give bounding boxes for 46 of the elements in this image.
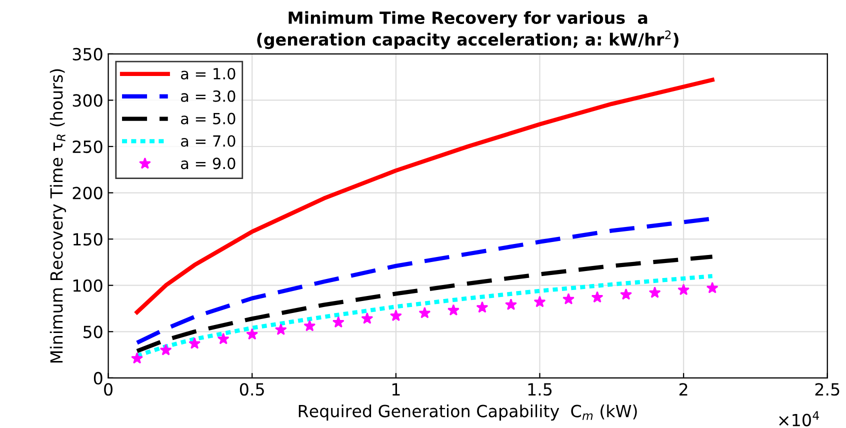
legend-label: a = 5.0 xyxy=(181,112,236,124)
line-series xyxy=(134,254,714,354)
y-tick-label: 50 xyxy=(84,326,102,338)
x-axis-title: Required Generation Capability C$_{m}$ (kW) xyxy=(298,404,637,421)
point xyxy=(476,301,488,313)
point xyxy=(706,282,718,294)
legend-label: a = 9.0 xyxy=(181,158,236,170)
x-tick-label: 2.5 xyxy=(815,383,840,396)
point xyxy=(505,298,517,310)
x-tick-label: 0 xyxy=(104,383,112,396)
point xyxy=(390,310,402,322)
y-tick-label: 300 xyxy=(72,94,102,107)
point xyxy=(447,304,460,316)
y-tick-label: 0 xyxy=(94,372,102,384)
point xyxy=(534,296,546,308)
point xyxy=(678,284,690,296)
y-tick-label: 350 xyxy=(72,48,102,60)
point xyxy=(361,312,374,324)
point xyxy=(217,332,230,344)
legend-label: a = 1.0 xyxy=(181,68,236,80)
chart-title: Minimum Time Recovery for various a (generation capacity acceleration; a: kW/hr$^{2}$) xyxy=(257,11,678,50)
point xyxy=(620,288,632,300)
legend-label: a = 7.0 xyxy=(181,135,236,147)
point xyxy=(246,328,258,340)
text: ×10$^{4}$ xyxy=(779,411,819,426)
point xyxy=(274,324,287,335)
y-tick-label: 100 xyxy=(73,279,102,292)
point xyxy=(332,316,344,328)
point xyxy=(562,292,574,304)
y-tick-label: 200 xyxy=(72,186,102,200)
point xyxy=(188,337,201,349)
line-series xyxy=(134,78,714,314)
x-tick-label: 0.5 xyxy=(240,383,264,396)
x-tick-label: 1 xyxy=(392,383,400,396)
point xyxy=(418,306,431,318)
point xyxy=(160,344,172,356)
point xyxy=(591,291,604,303)
y-tick-label: 150 xyxy=(73,233,102,246)
point xyxy=(304,320,316,332)
y-axis-title: Minimum Recovery Time τ$_{R}$ (hours) xyxy=(50,69,66,363)
x-tick-label: 1.5 xyxy=(528,383,552,396)
legend-label: a = 3.0 xyxy=(181,90,236,102)
point xyxy=(131,352,144,364)
x-tick-label: 2 xyxy=(679,383,688,396)
point xyxy=(648,286,661,298)
y-tick-label: 250 xyxy=(72,140,102,154)
